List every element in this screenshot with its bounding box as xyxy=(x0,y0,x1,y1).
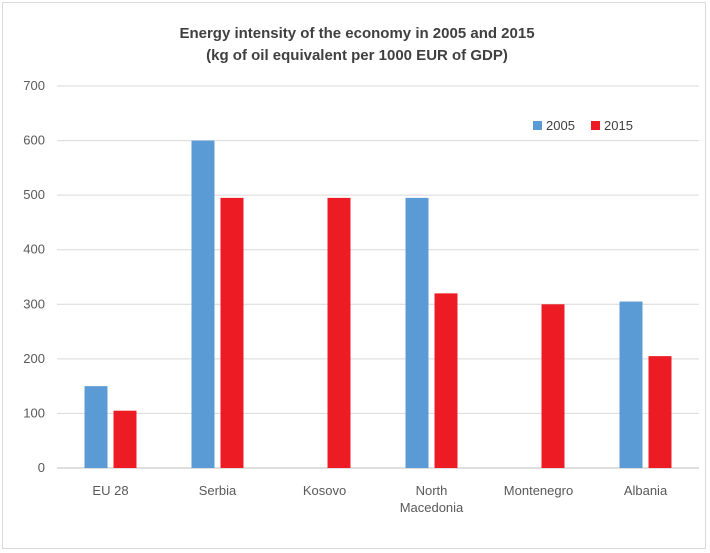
legend-swatch-2015 xyxy=(591,121,600,130)
legend-label-2015: 2015 xyxy=(604,118,633,133)
bar-2015 xyxy=(434,293,458,468)
bar-2005 xyxy=(191,140,215,469)
gridlines xyxy=(57,85,699,469)
x-tick-label: Serbia xyxy=(199,483,237,498)
x-tick-label: North xyxy=(416,483,448,498)
y-tick-label: 500 xyxy=(23,187,45,202)
bar-2015 xyxy=(541,304,565,468)
legend-swatch-2005 xyxy=(533,121,542,130)
chart-subtitle: (kg of oil equivalent per 1000 EUR of GD… xyxy=(206,47,508,64)
legend: 2005 2015 xyxy=(533,118,633,133)
y-tick-label: 700 xyxy=(23,78,45,93)
bar-2005 xyxy=(405,197,429,468)
y-tick-label: 100 xyxy=(23,405,45,420)
x-axis-ticks: EU 28 Serbia Kosovo North Macedonia Montenegr… xyxy=(92,483,668,515)
bar-2015 xyxy=(327,197,351,468)
bar-chart: Energy intensity of the economy in 2005 … xyxy=(23,25,699,515)
bar-2005 xyxy=(619,301,643,468)
x-tick-label: EU 28 xyxy=(92,483,128,498)
x-tick-label: Albania xyxy=(624,483,668,498)
y-tick-label: 0 xyxy=(38,460,45,475)
y-tick-label: 400 xyxy=(23,242,45,257)
bar-2015 xyxy=(113,410,137,468)
x-tick-label: Kosovo xyxy=(303,483,346,498)
bars xyxy=(84,140,672,469)
bar-2015 xyxy=(648,356,672,468)
x-tick-label: Montenegro xyxy=(504,483,573,498)
chart-title: Energy intensity of the economy in 2005 … xyxy=(179,25,534,42)
legend-label-2005: 2005 xyxy=(546,118,575,133)
y-axis-ticks: 0 100 200 300 400 500 600 700 xyxy=(23,78,45,475)
y-tick-label: 200 xyxy=(23,351,45,366)
y-tick-label: 300 xyxy=(23,296,45,311)
bar-2015 xyxy=(220,197,244,468)
y-tick-label: 600 xyxy=(23,133,45,148)
bar-2005 xyxy=(84,386,108,468)
x-tick-label: Macedonia xyxy=(400,500,464,515)
